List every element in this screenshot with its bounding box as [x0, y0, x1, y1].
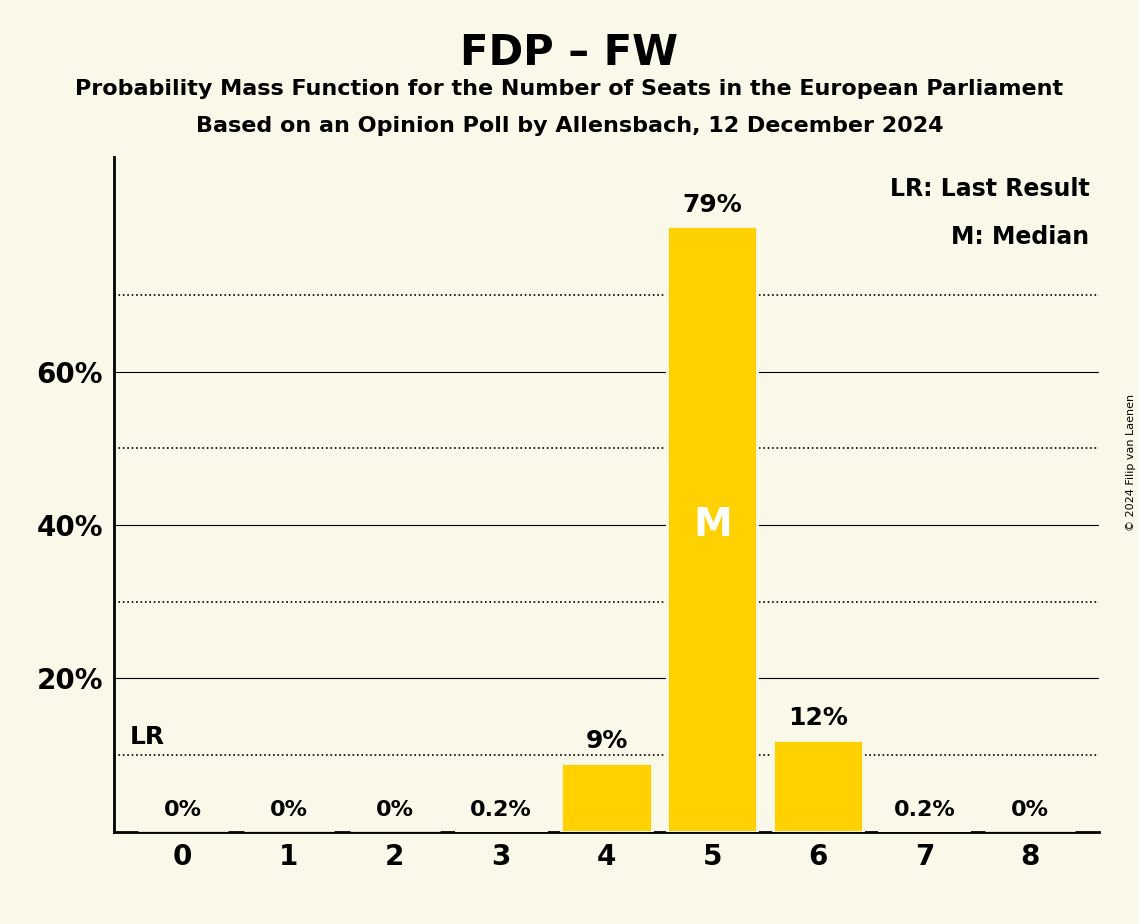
- Text: 12%: 12%: [788, 707, 849, 730]
- Text: © 2024 Filip van Laenen: © 2024 Filip van Laenen: [1126, 394, 1136, 530]
- Text: Based on an Opinion Poll by Allensbach, 12 December 2024: Based on an Opinion Poll by Allensbach, …: [196, 116, 943, 136]
- Text: LR: LR: [130, 724, 165, 748]
- Text: LR: Last Result: LR: Last Result: [890, 177, 1089, 201]
- Text: 0%: 0%: [164, 800, 202, 821]
- Text: 0%: 0%: [270, 800, 308, 821]
- Bar: [773, 739, 863, 832]
- Text: FDP – FW: FDP – FW: [460, 32, 679, 74]
- Bar: [562, 762, 652, 832]
- Text: 0.2%: 0.2%: [469, 800, 532, 821]
- Text: M: Median: M: Median: [951, 225, 1089, 249]
- Bar: [667, 226, 757, 832]
- Text: M: M: [694, 506, 732, 544]
- Text: 0.2%: 0.2%: [893, 800, 956, 821]
- Bar: [456, 830, 546, 832]
- Text: 0%: 0%: [376, 800, 413, 821]
- Text: 0%: 0%: [1011, 800, 1049, 821]
- Text: Probability Mass Function for the Number of Seats in the European Parliament: Probability Mass Function for the Number…: [75, 79, 1064, 99]
- Text: 9%: 9%: [585, 729, 628, 753]
- Bar: [879, 830, 969, 832]
- Text: 79%: 79%: [682, 193, 743, 217]
